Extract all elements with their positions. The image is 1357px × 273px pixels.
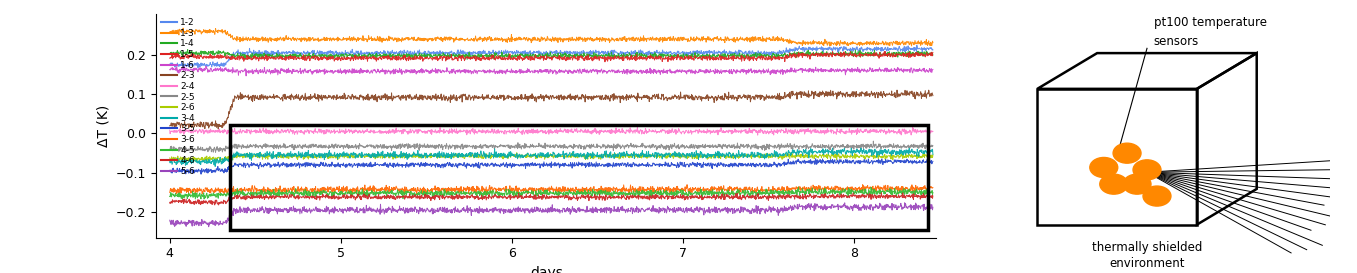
- Bar: [229, 125, 928, 230]
- Text: pt100 temperature: pt100 temperature: [1153, 16, 1266, 29]
- Text: sensors: sensors: [1153, 35, 1198, 48]
- Y-axis label: ΔT (K): ΔT (K): [96, 105, 110, 147]
- X-axis label: days: days: [529, 266, 563, 273]
- Legend: 1-2, 1-3, 1-4, 1-5, 1-6, 2-3, 2-4, 2-5, 2-6, 3-4, 3-5, 3-6, 4-5, 4-6, 5-6: 1-2, 1-3, 1-4, 1-5, 1-6, 2-3, 2-4, 2-5, …: [160, 18, 195, 176]
- Circle shape: [1090, 158, 1118, 177]
- Text: environment: environment: [1109, 257, 1185, 271]
- Circle shape: [1133, 160, 1162, 180]
- Circle shape: [1143, 186, 1171, 206]
- Circle shape: [1099, 174, 1128, 194]
- Text: thermally shielded: thermally shielded: [1092, 241, 1202, 254]
- Circle shape: [1113, 143, 1141, 163]
- Circle shape: [1124, 174, 1151, 194]
